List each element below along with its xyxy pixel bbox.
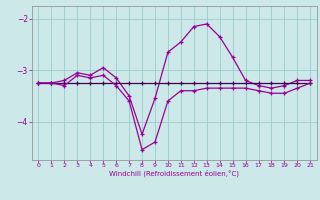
X-axis label: Windchill (Refroidissement éolien,°C): Windchill (Refroidissement éolien,°C)	[109, 170, 239, 177]
